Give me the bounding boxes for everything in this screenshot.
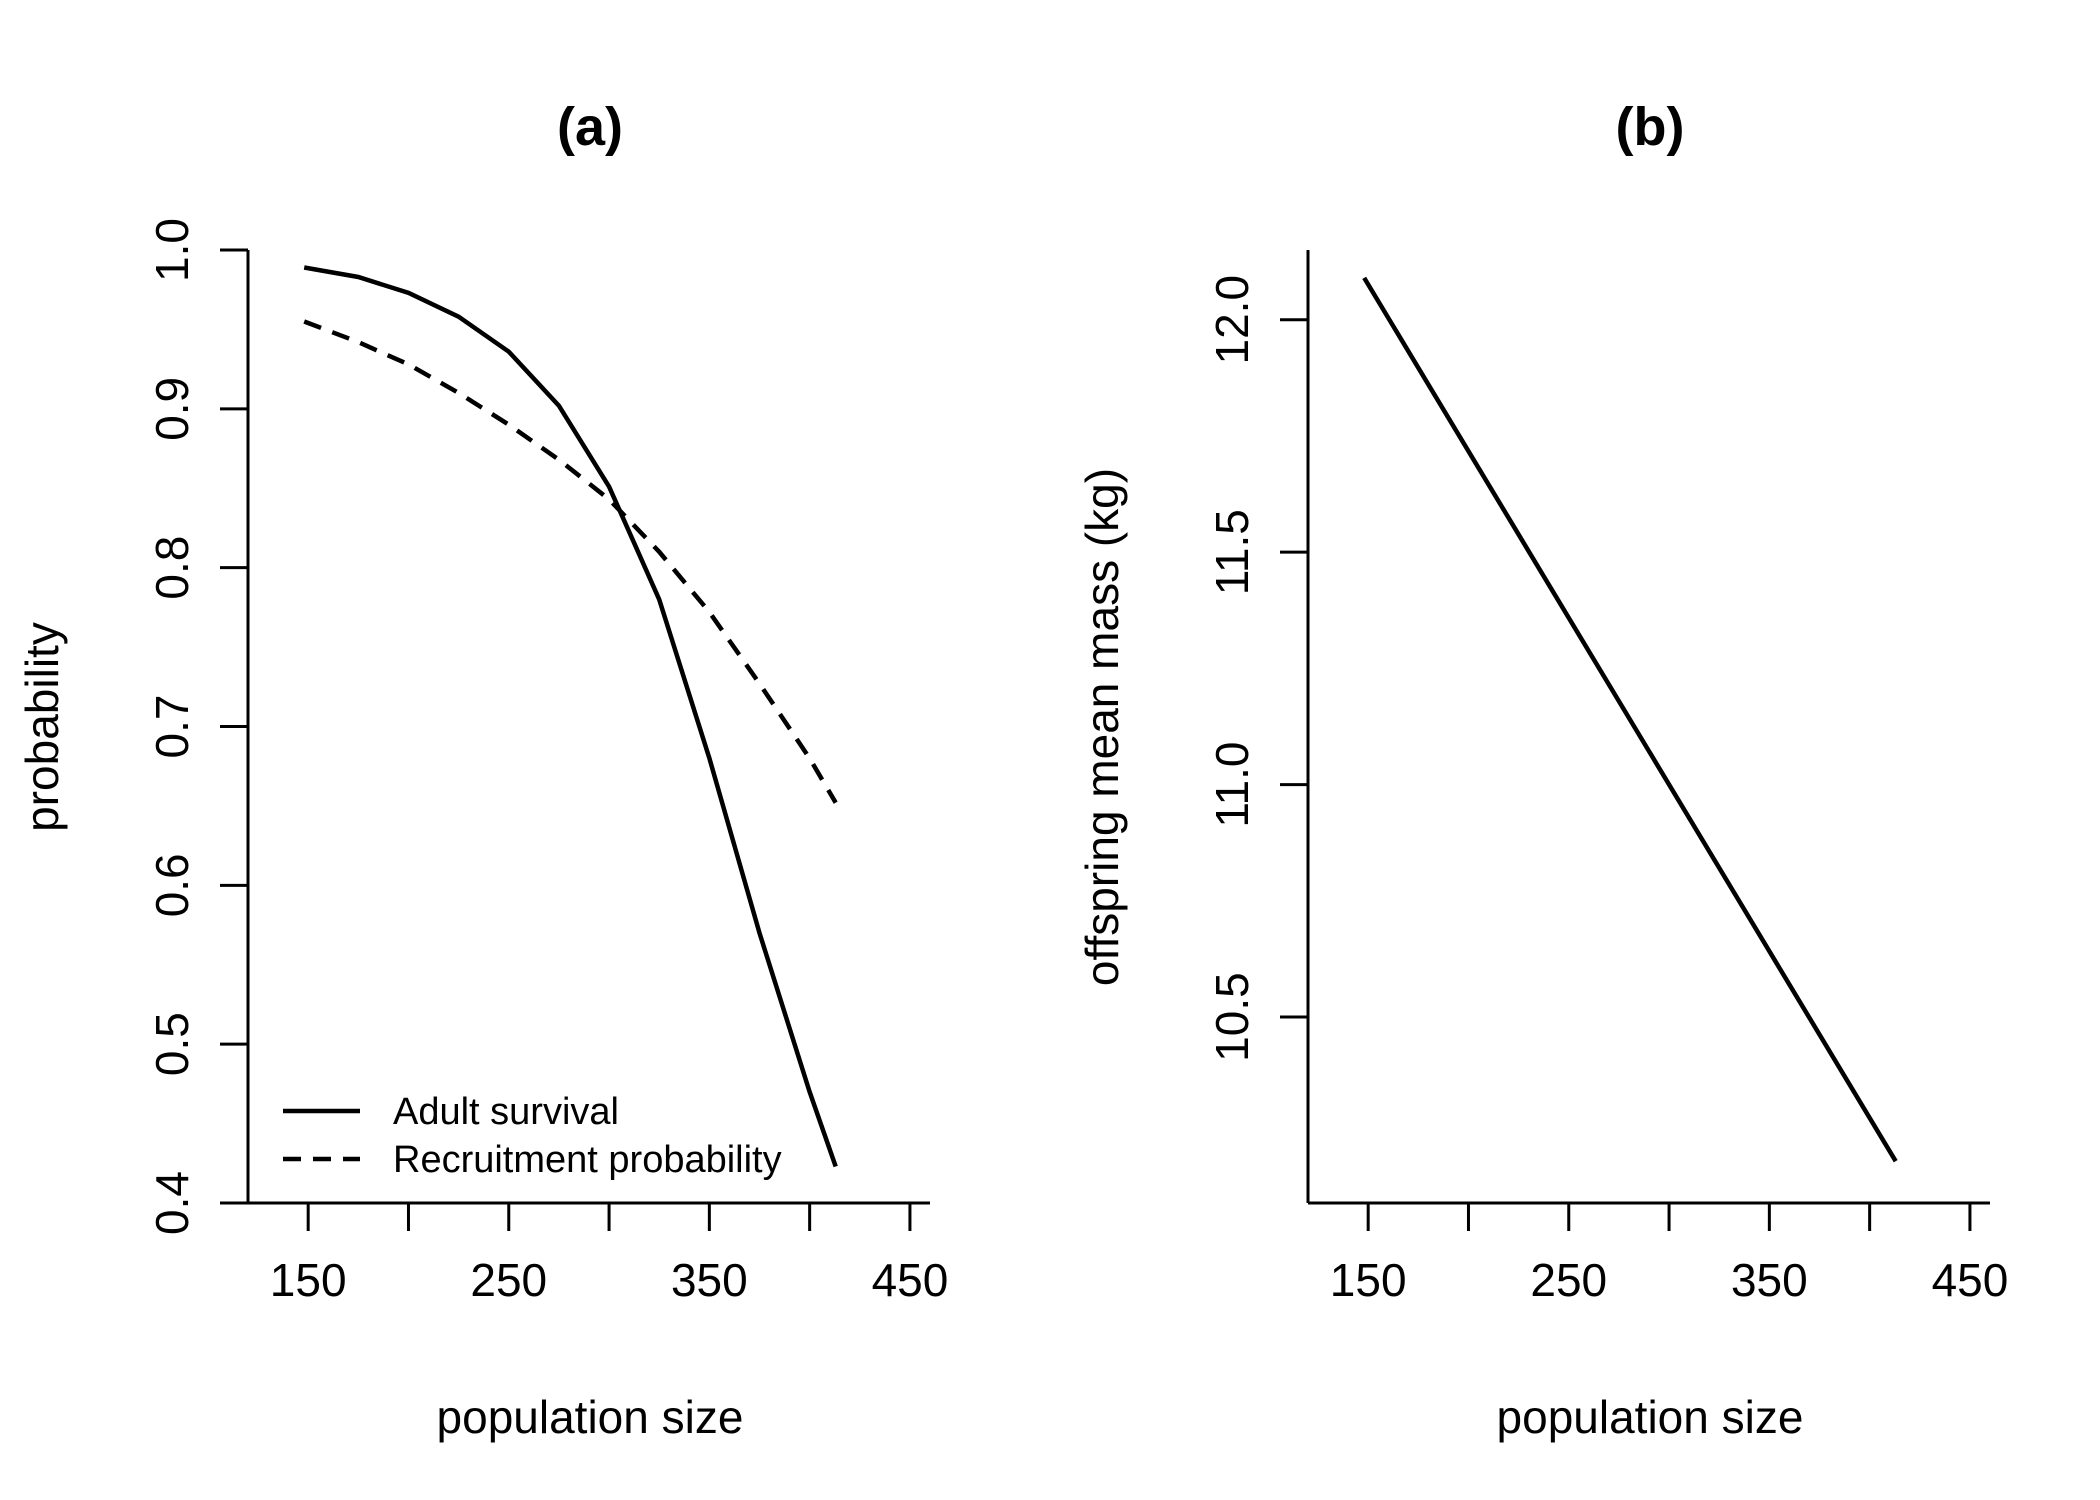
y-tick-label: 1.0 [146, 218, 198, 282]
panel-a-legend: Adult survival Recruitment probability [283, 1091, 782, 1181]
y-tick-label: 0.5 [146, 1012, 198, 1076]
y-tick-label: 0.9 [146, 377, 198, 441]
series-line [1362, 276, 1898, 1163]
panel-b-title: (b) [1616, 97, 1685, 157]
x-tick-label: 450 [872, 1254, 949, 1306]
x-tick-label: 250 [1530, 1254, 1607, 1306]
y-tick-label: 11.5 [1206, 509, 1258, 595]
x-tick-label: 150 [1330, 1254, 1407, 1306]
y-tick-label: 10.5 [1206, 972, 1258, 1062]
panel-a-y-axis-label: probability [16, 622, 68, 832]
panel-b-plot-area: 150 250 350 450 10.5 11.0 11.5 12.0 [1206, 250, 2008, 1306]
panel-a-x-axis-label: population size [437, 1391, 744, 1443]
series-recruitment-probability [303, 319, 838, 804]
panel-a-title: (a) [557, 97, 623, 157]
legend-label-adult-survival: Adult survival [393, 1091, 619, 1133]
x-tick-label: 350 [671, 1254, 748, 1306]
x-tick-label: 150 [270, 1254, 347, 1306]
panel-b-x-axis-label: population size [1497, 1391, 1804, 1443]
panel-b-y-axis-label: offspring mean mass (kg) [1076, 468, 1128, 986]
y-tick-label: 11.0 [1206, 742, 1258, 828]
y-tick-label: 0.4 [146, 1171, 198, 1235]
panel-a: (a) population size probability 150 250 35… [16, 97, 948, 1443]
legend-label-recruitment-probability: Recruitment probability [393, 1139, 782, 1181]
panel-b: (b) population size offspring mean mass … [1076, 97, 2008, 1443]
x-tick-label: 350 [1731, 1254, 1808, 1306]
x-tick-label: 450 [1932, 1254, 2009, 1306]
panel-a-plot-area: 150 250 350 450 0.4 0.5 0.6 0.7 0.8 0.9 1.0 [146, 218, 948, 1306]
y-tick-label: 0.7 [146, 695, 198, 759]
y-tick-label: 12.0 [1206, 275, 1258, 365]
y-tick-label: 0.6 [146, 853, 198, 917]
y-tick-label: 0.8 [146, 536, 198, 600]
x-tick-label: 250 [470, 1254, 547, 1306]
series-adult-survival [303, 265, 838, 1168]
